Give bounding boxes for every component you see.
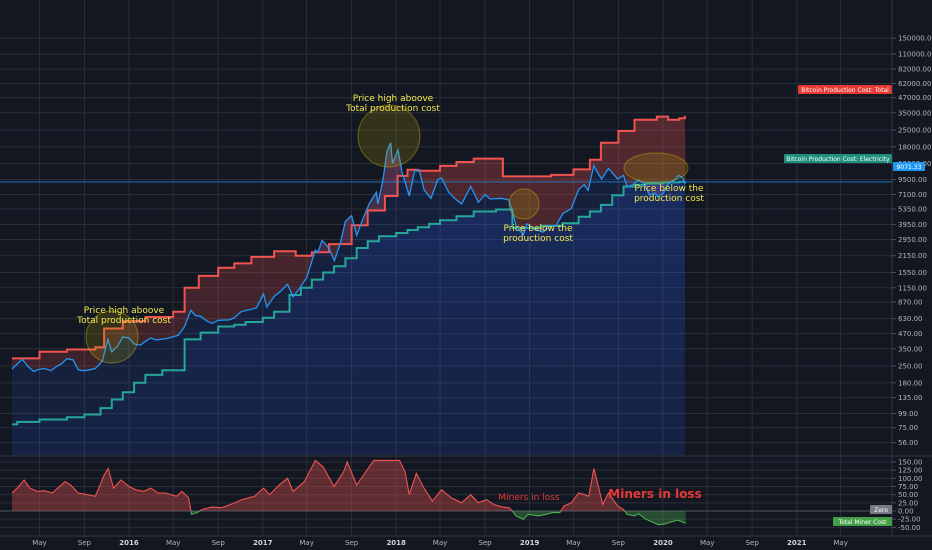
- time-tick-month: Sep: [478, 539, 492, 547]
- annotation-miners-in-loss-small: Miners in loss: [498, 493, 560, 503]
- tag-total-miner-cost-bg: [833, 517, 892, 526]
- price-tick-label: 9500.00: [898, 176, 927, 184]
- tag-production-cost-electricity-text: Bitcoin Production Cost: Electricity: [786, 156, 890, 163]
- price-tick-label: 110000.00: [898, 51, 932, 59]
- annotation-price-high-2016: Total production cost: [76, 316, 171, 326]
- oscillator-tick-label: 75.00: [898, 483, 918, 491]
- price-tick-label: 7100.00: [898, 191, 927, 199]
- time-axis: May Sep 2016 May Sep 2017 May Sep 2018 May Sep 2019…: [32, 539, 848, 547]
- price-tick-label: 35000.00: [898, 109, 931, 117]
- time-tick-year: 2018: [386, 539, 406, 547]
- price-tick-label: 25000.00: [898, 127, 931, 135]
- electricity-production-cost-line: [12, 180, 685, 426]
- price-tick-label: 2150.00: [898, 252, 927, 260]
- price-tick-label: 250.00: [898, 363, 923, 371]
- price-electricity-band: [12, 142, 686, 425]
- total-production-cost-line: [12, 115, 686, 360]
- bitcoin-price-line: [11, 142, 687, 373]
- tag-zero-text: Zero: [874, 507, 888, 514]
- highlight-circle-2016: [85, 310, 139, 364]
- price-tick-label: 99.00: [898, 410, 918, 418]
- tag-production-cost-total-text: Bitcoin Production Cost: Total: [801, 87, 889, 94]
- price-tick-label: 18000.00: [898, 143, 931, 151]
- annotation-miners-in-loss-large: Miners in loss: [608, 487, 701, 501]
- price-tick-label: 630.00: [898, 315, 923, 323]
- price-tick-label: 5350.00: [898, 206, 927, 214]
- oscillator-tick-label: 100.00: [898, 475, 923, 483]
- annotation-price-below-2020: production cost: [634, 194, 704, 204]
- price-tick-label: 1150.00: [898, 284, 927, 292]
- annotation-price-high-2017: Total production cost: [345, 104, 440, 114]
- time-tick-year: 2020: [653, 539, 673, 547]
- time-tick-month: Sep: [212, 539, 226, 547]
- oscillator-tick-label: 125.00: [898, 467, 923, 475]
- price-tick-label: 2950.00: [898, 236, 927, 244]
- price-tick-label: 47000.00: [898, 94, 931, 102]
- oscillator-tick-label: 150.00: [898, 459, 923, 467]
- price-tick-label: 870.00: [898, 299, 923, 307]
- price-tick-label: 56.00: [898, 439, 918, 447]
- tag-production-cost-electricity-bg: [784, 154, 892, 163]
- oscillator-negative-fill: [12, 511, 686, 525]
- electricity-cost-area: [12, 181, 685, 456]
- price-tick-label: 470.00: [898, 330, 923, 338]
- tag-last-price-bg: [893, 162, 925, 171]
- price-tick-label: 62000.00: [898, 80, 931, 88]
- legend-tags: Bitcoin Production Cost: Total Bitcoin Pr…: [784, 85, 925, 526]
- time-tick-year: 2019: [520, 539, 540, 547]
- time-tick-month: May: [32, 539, 46, 547]
- tag-zero-bg: [870, 505, 892, 514]
- tag-last-price-text: 9071.33: [897, 164, 922, 171]
- price-tick-label: 82000.00: [898, 66, 931, 74]
- price-tick-label: 350.00: [898, 345, 923, 353]
- highlight-circle-2018: [508, 188, 540, 220]
- annotation-price-below-2019: production cost: [503, 234, 573, 244]
- price-tick-label: 75.00: [898, 424, 918, 432]
- oscillator-tick-label: 50.00: [898, 491, 918, 499]
- annotation-price-high-2017: Price high aboove: [353, 94, 434, 104]
- time-tick-year: 2016: [119, 539, 139, 547]
- time-tick-year: 2017: [253, 539, 273, 547]
- oscillator-series: [0, 459, 892, 526]
- time-tick-month: May: [433, 539, 447, 547]
- oscillator-tick-label: 0.00: [898, 508, 914, 516]
- oscillator-positive-fill: [12, 460, 686, 511]
- highlight-circle-2017: [357, 104, 421, 168]
- oscillator-tick-label: 25.00: [898, 499, 918, 507]
- annotation-price-below-2020: Price below the: [634, 184, 704, 194]
- price-tick-label: 180.00: [898, 379, 923, 387]
- annotation-price-below-2019: Price below the: [503, 224, 573, 234]
- time-tick-month: May: [166, 539, 180, 547]
- price-tick-label: 3950.00: [898, 221, 927, 229]
- highlight-circle-2019: [623, 152, 689, 184]
- oscillator-positive-line: [11, 459, 626, 511]
- price-tick-label: 1550.00: [898, 269, 927, 277]
- time-tick-month: Sep: [612, 539, 626, 547]
- time-tick-month: May: [299, 539, 313, 547]
- oscillator-tick-label: -25.00: [898, 516, 921, 524]
- time-tick-month: Sep: [345, 539, 359, 547]
- time-tick-month: May: [566, 539, 580, 547]
- area-fills: [12, 115, 686, 456]
- time-tick-month: May: [833, 539, 847, 547]
- price-axis: 150000.00 110000.00 82000.00 62000.00 47000.…: [892, 35, 932, 532]
- oscillator-tick-label: -50.00: [898, 524, 921, 532]
- series-lines: [0, 115, 892, 526]
- time-tick-month: Sep: [746, 539, 760, 547]
- time-tick-month: Sep: [78, 539, 92, 547]
- price-tick-label: 135.00: [898, 394, 923, 402]
- tag-production-cost-total-bg: [798, 85, 892, 94]
- time-tick-month: May: [700, 539, 714, 547]
- price-tick-label: 150000.00: [898, 35, 932, 43]
- tag-total-miner-cost-text: Total Miner Cost: [838, 519, 888, 526]
- annotation-price-high-2016: Price high aboove: [84, 306, 165, 316]
- time-tick-year: 2021: [787, 539, 807, 547]
